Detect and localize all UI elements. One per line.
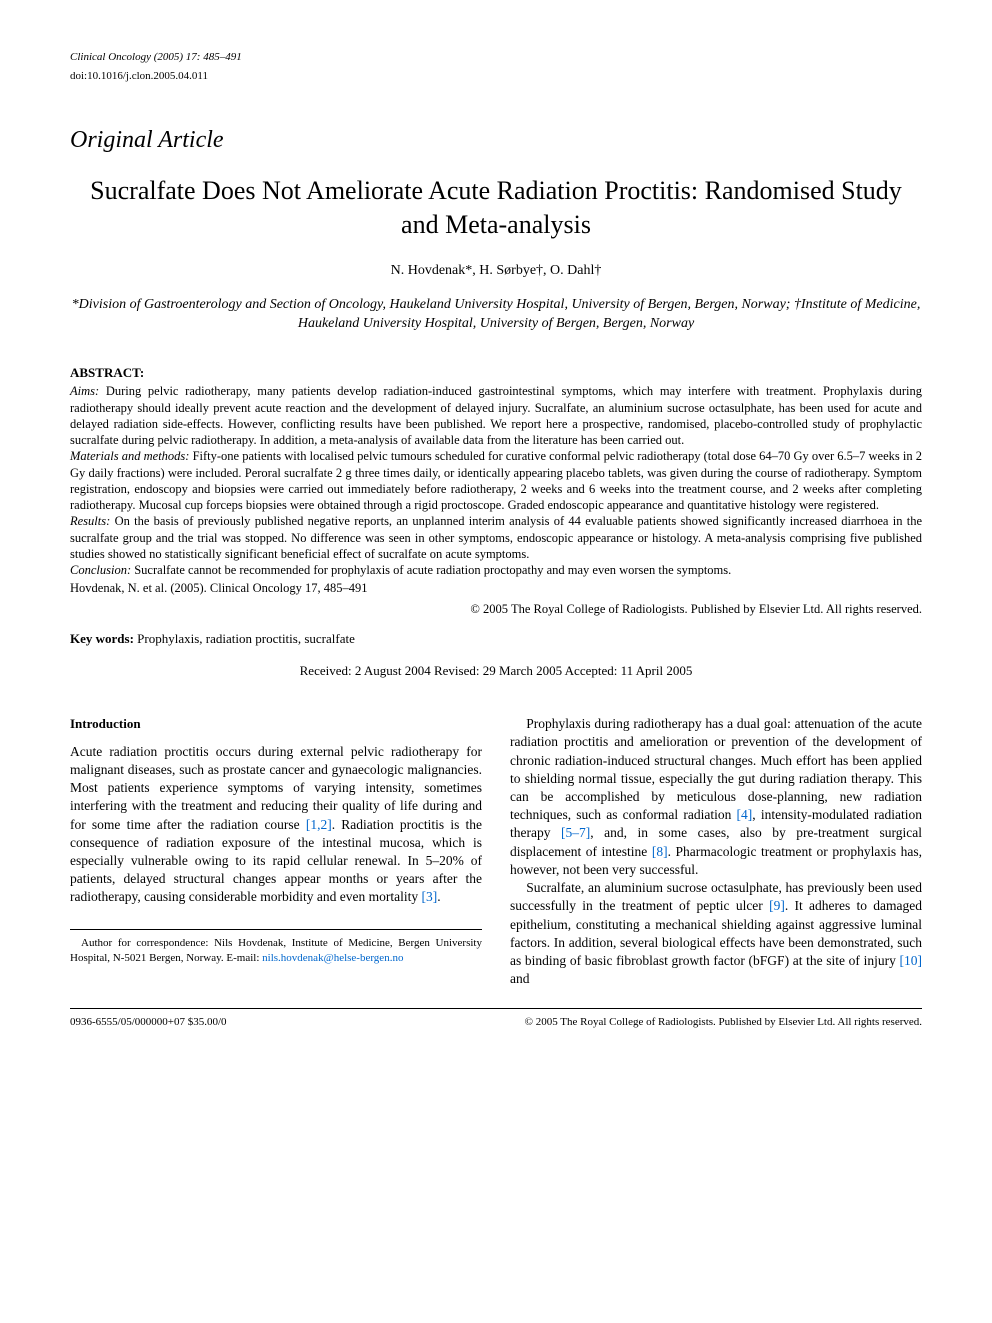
body-text: Introduction Acute radiation proctitis o…	[70, 715, 922, 988]
results-label: Results:	[70, 514, 110, 528]
correspondence-email[interactable]: nils.hovdenak@helse-bergen.no	[262, 952, 403, 964]
introduction-heading: Introduction	[70, 715, 482, 733]
authors: N. Hovdenak*, H. Sørbye†, O. Dahl†	[70, 262, 922, 281]
keywords-label: Key words:	[70, 631, 134, 646]
footer-right: © 2005 The Royal College of Radiologists…	[525, 1015, 922, 1030]
results-text: On the basis of previously published neg…	[70, 514, 922, 561]
aims-label: Aims:	[70, 384, 99, 398]
conclusion-label: Conclusion:	[70, 563, 131, 577]
ref-link[interactable]: [5–7]	[561, 825, 590, 840]
intro-paragraph-2: Prophylaxis during radiotherapy has a du…	[510, 715, 922, 879]
article-title: Sucralfate Does Not Ameliorate Acute Rad…	[70, 174, 922, 242]
abstract-aims: Aims: During pelvic radiotherapy, many p…	[70, 383, 922, 448]
keywords: Key words: Prophylaxis, radiation procti…	[70, 630, 922, 648]
intro-paragraph-3: Sucralfate, an aluminium sucrose octasul…	[510, 879, 922, 988]
abstract-results: Results: On the basis of previously publ…	[70, 513, 922, 562]
ref-link[interactable]: [1,2]	[306, 817, 332, 832]
article-type: Original Article	[70, 124, 922, 156]
abstract-methods: Materials and methods: Fifty-one patient…	[70, 448, 922, 513]
ref-link[interactable]: [4]	[737, 807, 753, 822]
abstract-conclusion: Conclusion: Sucralfate cannot be recomme…	[70, 562, 922, 578]
ref-link[interactable]: [8]	[652, 844, 668, 859]
keywords-text: Prophylaxis, radiation proctitis, sucral…	[134, 631, 355, 646]
copyright: © 2005 The Royal College of Radiologists…	[70, 601, 922, 618]
ref-link[interactable]: [9]	[769, 898, 785, 913]
aims-text: During pelvic radiotherapy, many patient…	[70, 384, 922, 447]
abstract-citation: Hovdenak, N. et al. (2005). Clinical Onc…	[70, 580, 922, 597]
ref-link[interactable]: [10]	[900, 953, 923, 968]
abstract-label: ABSTRACT:	[70, 364, 922, 382]
conclusion-text: Sucralfate cannot be recommended for pro…	[131, 563, 731, 577]
correspondence-note: Author for correspondence: Nils Hovdenak…	[70, 929, 482, 966]
footer-left: 0936-6555/05/000000+07 $35.00/0	[70, 1015, 227, 1030]
affiliations: *Division of Gastroenterology and Sectio…	[70, 295, 922, 334]
methods-text: Fifty-one patients with localised pelvic…	[70, 449, 922, 512]
journal-meta: Clinical Oncology (2005) 17: 485–491	[70, 50, 922, 65]
methods-label: Materials and methods:	[70, 449, 189, 463]
doi: doi:10.1016/j.clon.2005.04.011	[70, 69, 922, 84]
ref-link[interactable]: [3]	[422, 889, 438, 904]
article-dates: Received: 2 August 2004 Revised: 29 Marc…	[70, 662, 922, 680]
page-footer: 0936-6555/05/000000+07 $35.00/0 © 2005 T…	[70, 1008, 922, 1030]
intro-paragraph-1: Acute radiation proctitis occurs during …	[70, 743, 482, 907]
